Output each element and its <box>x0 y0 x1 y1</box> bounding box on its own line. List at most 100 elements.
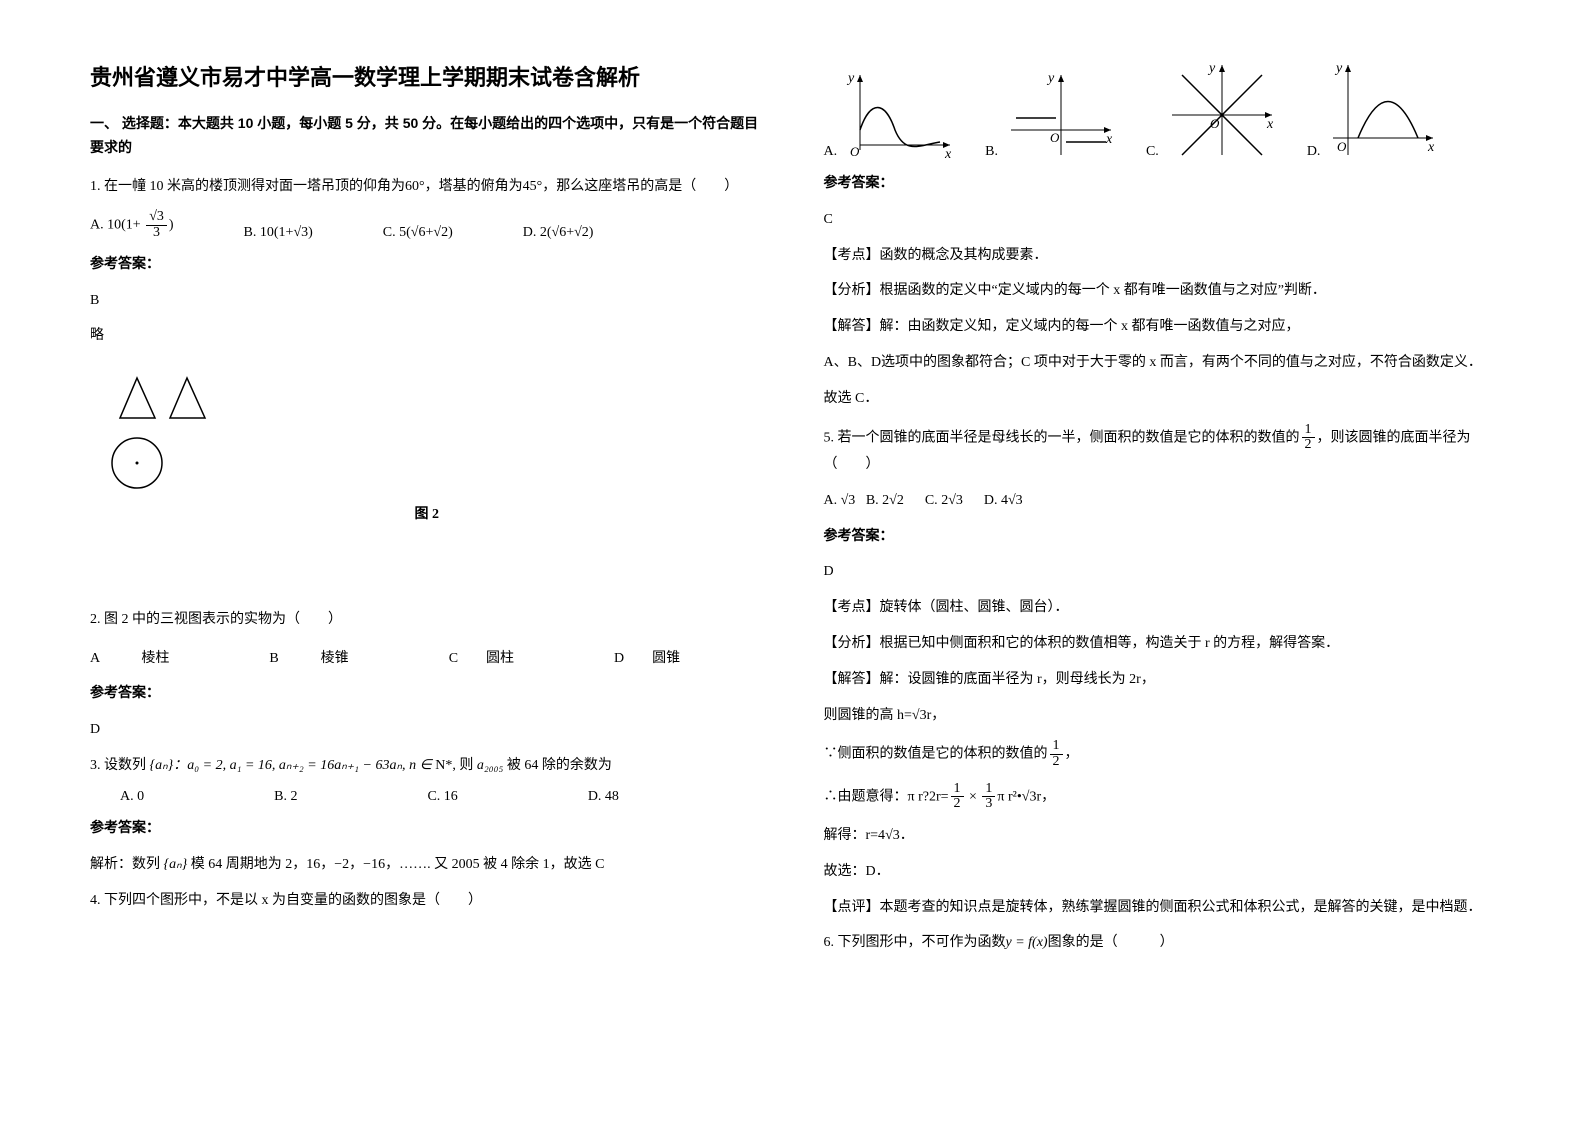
q5-optA-label: A. <box>824 493 841 508</box>
q5-answer-label: 参考答案： <box>824 525 1498 549</box>
q5-therefore-p3: √3 <box>1022 789 1037 804</box>
q5-answer: D <box>824 560 1498 584</box>
q1-option-d: D. 2(√6+√2) <box>523 225 594 241</box>
svg-text:y: y <box>1334 61 1343 76</box>
q1-optA-label: A. <box>90 218 104 233</box>
q4-fig-c: C. x y O <box>1146 60 1277 160</box>
svg-text:x: x <box>944 147 952 160</box>
svg-text:y: y <box>846 71 855 86</box>
q4-optB-label: B. <box>985 144 998 160</box>
q5-optD-val: 4√3 <box>1001 493 1023 508</box>
svg-text:O: O <box>1337 139 1347 154</box>
svg-text:O: O <box>850 144 860 159</box>
section-1-title: 一、 选择题：本大题共 10 小题，每小题 5 分，共 50 分。在每小题给出的… <box>90 112 764 160</box>
q4-fig-b: B. x y O <box>985 70 1116 160</box>
q4-answer: C <box>824 208 1498 232</box>
q2-option-d: D 圆锥 <box>614 647 680 667</box>
three-view-diagram <box>90 363 250 503</box>
q2-answer-label: 参考答案： <box>90 682 764 706</box>
q5-solve-p2: √3 <box>885 828 900 843</box>
q1-angle2: 45° <box>523 179 543 194</box>
q3-stem-p1: 3. 设数列 <box>90 758 150 773</box>
q2-option-a: A 棱柱 <box>90 647 169 667</box>
q3-stem-p7: a₂₀₀₅ <box>477 758 503 773</box>
left-column: 贵州省遵义市易才中学高一数学理上学期期末试卷含解析 一、 选择题：本大题共 10… <box>90 60 794 967</box>
q3-stem-p2: {aₙ}： <box>150 758 188 773</box>
svg-text:x: x <box>1427 140 1435 155</box>
q5-jd2-p2: √3 <box>912 708 927 723</box>
q5-select: 故选：D． <box>824 860 1498 884</box>
q3-answer-label: 参考答案： <box>90 817 764 841</box>
q6-stem-p3: 图象的是（ ） <box>1048 935 1174 950</box>
q5-jd2-p3: r， <box>927 708 946 723</box>
q5-solve-p1: 解得：r=4 <box>824 828 886 843</box>
q6-stem-p1: 6. 下列图形中，不可作为函数 <box>824 935 1006 950</box>
q3-option-b: B. 2 <box>274 789 297 805</box>
q5-stem: 5. 若一个圆锥的底面半径是母线长的一半，侧面积的数值是它的体积的数值的12，则… <box>824 423 1498 477</box>
q3-stem-p3: a₀ = 2, a₁ = 16, aₙ₊₂ = 16aₙ₊₁ − 63aₙ, <box>187 758 405 773</box>
q4-stem: 4. 下列四个图形中，不是以 x 为自变量的函数的图象是（ ） <box>90 889 764 913</box>
svg-text:y: y <box>1046 71 1055 86</box>
q3-explain-p1: 解析：数列 <box>90 857 164 872</box>
q2-option-c: C 圆柱 <box>449 647 514 667</box>
q5-options: A. √3 B. 2√2 C. 2√3 D. 4√3 <box>824 489 1498 513</box>
q4-optC-label: C. <box>1146 144 1159 160</box>
q5-optC-val: 2√3 <box>941 493 963 508</box>
q1-optB-label: B. <box>244 225 257 240</box>
q4-jd3: 故选 C． <box>824 387 1498 411</box>
q5-solve: 解得：r=4√3． <box>824 824 1498 848</box>
q2-stem: 2. 图 2 中的三视图表示的实物为（ ） <box>90 608 764 632</box>
q3-options: A. 0 B. 2 C. 16 D. 48 <box>90 789 764 805</box>
q5-optA-val: √3 <box>841 493 856 508</box>
q4-jd2: A、B、D选项中的图象都符合；C 项中对于大于零的 x 而言，有两个不同的值与之… <box>824 351 1498 375</box>
q6-stem-p2: y = f(x) <box>1006 935 1048 950</box>
q1-answer-label: 参考答案： <box>90 253 764 277</box>
q3-explain-p3: 模 64 周期地为 2，16，−2，−16，……. 又 2005 被 4 除余 … <box>187 857 604 872</box>
svg-text:x: x <box>1105 132 1113 147</box>
document-title: 贵州省遵义市易才中学高一数学理上学期期末试卷含解析 <box>90 60 764 92</box>
q1-stem: 1. 在一幢 10 米高的楼顶测得对面一塔吊顶的仰角为60°，塔基的俯角为45°… <box>90 175 764 199</box>
q1-options: A. 10(1+ √33) B. 10(1+√3) C. 5(√6+√2) D.… <box>90 210 764 240</box>
q5-stem-p1: 5. 若一个圆锥的底面半径是母线长的一半，侧面积的数值是它的体积的数值的 <box>824 430 1300 445</box>
q1-stem-prefix: 1. 在一幢 10 米高的楼顶测得对面一塔吊顶的仰角为 <box>90 179 405 194</box>
q1-optD-label: D. <box>523 225 537 240</box>
q4-answer-label: 参考答案： <box>824 172 1498 196</box>
q5-therefore-p4: r， <box>1036 789 1055 804</box>
q4-kd: 【考点】函数的概念及其构成要素． <box>824 244 1498 268</box>
q5-solve-p3: ． <box>900 828 914 843</box>
q5-therefore: ∴由题意得：π r?2r=12 × 13π r²•√3r， <box>824 782 1498 812</box>
q3-option-d: D. 48 <box>588 789 619 805</box>
q1-stem-suffix: ，那么这座塔吊的高是（ ） <box>542 179 738 194</box>
q4-fx: 【分析】根据函数的定义中“定义域内的每一个 x 都有唯一函数值与之对应”判断． <box>824 279 1498 303</box>
q1-optB-formula: 10(1+√3) <box>260 225 313 240</box>
q5-kd: 【考点】旋转体（圆柱、圆锥、圆台）． <box>824 596 1498 620</box>
q5-jd2-p1: 则圆锥的高 h= <box>824 708 912 723</box>
q4-figures: A. x y O B. x y <box>824 60 1498 160</box>
q4-fig-a: A. x y O <box>824 70 956 160</box>
q5-fx: 【分析】根据已知中侧面积和它的体积的数值相等，构造关于 r 的方程，解得答案． <box>824 632 1498 656</box>
q5-jd1: 【解答】解：设圆锥的底面半径为 r，则母线长为 2r， <box>824 668 1498 692</box>
q6-stem: 6. 下列图形中，不可作为函数y = f(x)图象的是（ ） <box>824 931 1498 955</box>
q1-optD-formula: 2(√6+√2) <box>540 225 594 240</box>
q3-stem-p5: N*, <box>435 758 456 773</box>
q3-stem-p6: 则 <box>456 758 477 773</box>
q1-angle1: 60° <box>405 179 425 194</box>
q4-optD-label: D. <box>1307 144 1321 160</box>
q5-optB-val: 2√2 <box>882 493 904 508</box>
q3-stem: 3. 设数列 {aₙ}：a₀ = 2, a₁ = 16, aₙ₊₂ = 16aₙ… <box>90 754 764 778</box>
right-column: A. x y O B. x y <box>794 60 1498 967</box>
q3-stem-p8: 被 64 除的余数为 <box>503 758 612 773</box>
svg-text:y: y <box>1207 61 1216 76</box>
q5-optC-label: C. <box>925 493 941 508</box>
q2-option-b: B 棱锥 <box>269 647 348 667</box>
q3-explain: 解析：数列 {aₙ} 模 64 周期地为 2，16，−2，−16，……. 又 2… <box>90 853 764 877</box>
svg-text:x: x <box>1266 117 1274 132</box>
q1-explain: 略 <box>90 324 764 348</box>
q5-because: ∵侧面积的数值是它的体积的数值的12， <box>824 739 1498 769</box>
q5-therefore-p2: π r²• <box>997 789 1021 804</box>
q4-jd1: 【解答】解：由函数定义知，定义域内的每一个 x 都有唯一函数值与之对应， <box>824 315 1498 339</box>
figure-2: 图 2 <box>90 363 764 593</box>
q1-optC-formula: 5(√6+√2) <box>399 225 453 240</box>
q1-answer: B <box>90 289 764 313</box>
q3-option-c: C. 16 <box>427 789 457 805</box>
